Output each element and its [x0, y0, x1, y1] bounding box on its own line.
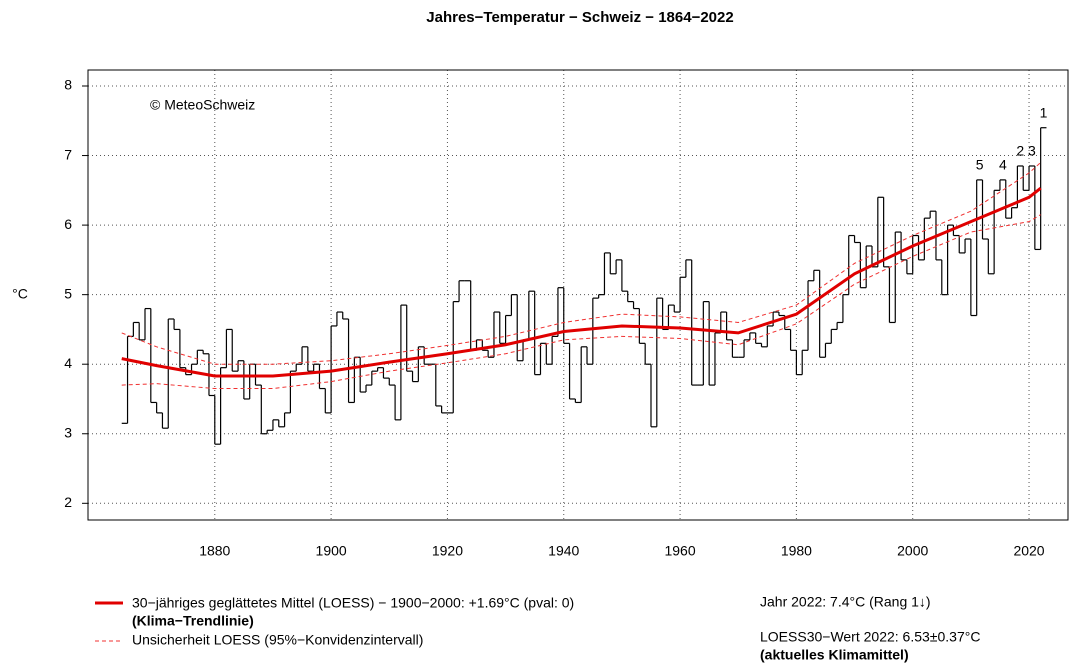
rank-label: 4	[999, 157, 1007, 173]
trend-line	[121, 214, 1041, 390]
y-tick-label: 8	[64, 77, 72, 93]
x-tick-label: 1920	[432, 543, 463, 559]
annotation: © MeteoSchweiz	[150, 97, 255, 113]
legend-note: (Klima−Trendlinie)	[132, 613, 254, 629]
x-tick-label: 1940	[548, 543, 579, 559]
x-tick-label: 1880	[199, 543, 230, 559]
info-text: (aktuelles Klimamittel)	[760, 647, 909, 663]
plot-frame	[87, 69, 1069, 521]
x-tick-label: 1960	[664, 543, 695, 559]
legend-label: Unsicherheit LOESS (95%−Konvidenzinterva…	[132, 632, 423, 648]
trend-line	[121, 162, 1041, 365]
info-text: LOESS30−Wert 2022: 6.53±0.37°C	[760, 629, 980, 645]
rank-label: 2	[1016, 143, 1024, 159]
rank-label: 1	[1040, 104, 1048, 120]
y-tick-label: 6	[64, 216, 72, 232]
y-tick-label: 7	[64, 146, 72, 162]
y-axis-label: °C	[12, 286, 28, 302]
y-tick-label: 2	[64, 494, 72, 510]
x-tick-label: 1980	[781, 543, 812, 559]
x-tick-label: 2000	[897, 543, 928, 559]
trend-line	[121, 187, 1042, 378]
y-tick-label: 5	[64, 285, 72, 301]
rank-label: 3	[1028, 143, 1036, 159]
x-tick-label: 1900	[316, 543, 347, 559]
rank-label: 5	[976, 157, 984, 173]
y-tick-label: 4	[64, 355, 72, 371]
chart-title: Jahres−Temperatur − Schweiz − 1864−2022	[426, 9, 733, 26]
y-tick-label: 3	[64, 424, 72, 440]
info-text: Jahr 2022: 7.4°C (Rang 1↓)	[760, 594, 931, 610]
x-tick-label: 2020	[1013, 543, 1044, 559]
legend-label: 30−jähriges geglättetes Mittel (LOESS) −…	[132, 595, 574, 611]
